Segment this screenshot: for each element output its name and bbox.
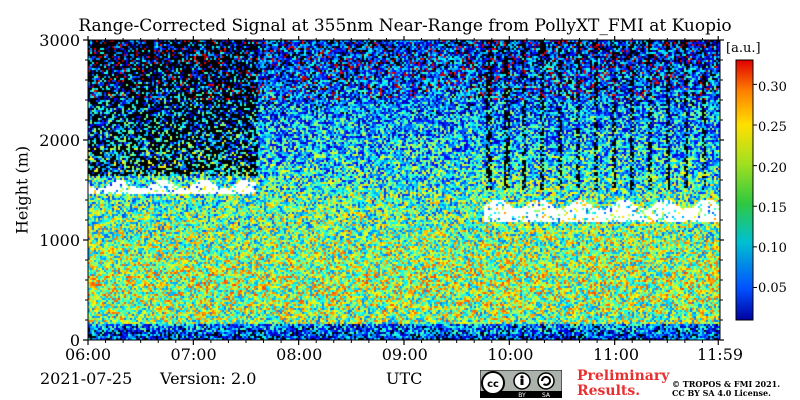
colorbar-tick-label: 0.30 xyxy=(758,80,787,95)
colorbar xyxy=(735,59,754,321)
axis-ticks xyxy=(83,36,724,345)
y-tick-label: 1000 xyxy=(39,231,80,250)
y-tick-label: 2000 xyxy=(39,131,80,150)
x-tick-label: 11:59 xyxy=(696,345,744,364)
preliminary-line: Preliminary xyxy=(577,368,670,384)
copyright-notice: © TROPOS & FMI 2021. CC BY SA 4.0 Licens… xyxy=(672,380,780,398)
cc-icon xyxy=(481,371,505,395)
badge-sa-text: SA xyxy=(542,392,551,398)
copyright-line: © TROPOS & FMI 2021. xyxy=(672,379,781,389)
x-tick-label: 08:00 xyxy=(276,345,323,364)
heatmap-image xyxy=(88,40,720,340)
chart-title: Range-Corrected Signal at 355nm Near-Ran… xyxy=(78,16,732,36)
x-tick-label: 06:00 xyxy=(64,345,112,364)
plot-area xyxy=(88,40,720,340)
x-tick-label: 07:00 xyxy=(170,345,217,364)
x-tick-label: 09:00 xyxy=(381,345,428,364)
y-tick-label: 0 xyxy=(69,331,80,350)
preliminary-notice: Preliminary Results. xyxy=(577,369,669,399)
colorbar-tick-label: 0.15 xyxy=(758,201,787,216)
colorbar-tick-label: 0.25 xyxy=(758,120,787,135)
x-tick-label: 11:00 xyxy=(592,345,640,364)
x-tick-label: 10:00 xyxy=(487,345,534,364)
colorbar-tick-label: 0.10 xyxy=(758,241,787,256)
copyright-line: CC BY SA 4.0 License. xyxy=(672,388,771,398)
date-label: 2021-07-25 xyxy=(40,369,133,388)
x-axis-label: UTC xyxy=(386,369,423,388)
version-label: Version: 2.0 xyxy=(160,369,257,388)
y-axis-label: Height (m) xyxy=(12,145,32,235)
colorbar-tick-label: 0.20 xyxy=(758,161,787,176)
y-tick-label: 3000 xyxy=(39,31,80,50)
svg-text:cc: cc xyxy=(487,379,499,390)
preliminary-line: Results. xyxy=(577,383,641,399)
colorbar-tick-label: 0.05 xyxy=(758,281,787,296)
sa-icon xyxy=(537,372,555,390)
colorbar-ticks xyxy=(753,83,757,288)
cc-license-badge[interactable]: cc BY SA xyxy=(480,370,562,398)
badge-by-text: BY xyxy=(518,392,526,398)
colorbar-unit: [a.u.] xyxy=(726,41,761,56)
